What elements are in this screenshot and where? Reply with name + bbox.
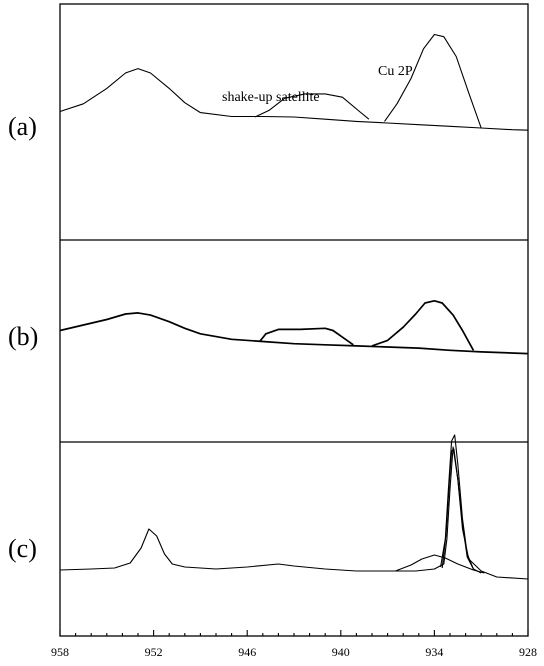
chart-marks: (a) (b) (c) shake-up satellite Cu 2P 958 952 94… bbox=[8, 33, 537, 659]
panel-label-a: (a) bbox=[8, 112, 37, 141]
panel-b-curve-1 bbox=[59, 312, 529, 355]
x-tick-label-952: 952 bbox=[145, 645, 163, 659]
panel-c-curve-2 bbox=[395, 554, 485, 574]
panel-b-curve-3 bbox=[371, 299, 475, 351]
x-tick-label-934: 934 bbox=[425, 645, 443, 659]
panel-label-c: (c) bbox=[8, 534, 37, 563]
x-tick-label-940: 940 bbox=[332, 645, 350, 659]
panel-a-curve-1 bbox=[59, 68, 529, 131]
x-tick-label-946: 946 bbox=[238, 645, 256, 659]
annotation-shake-up-satellite: shake-up satellite bbox=[222, 90, 320, 105]
panel-c-curve-4 bbox=[441, 448, 474, 570]
x-tick-label-958: 958 bbox=[51, 645, 69, 659]
panel-a-curve-3 bbox=[384, 33, 482, 129]
panel-a-curve-2 bbox=[254, 93, 370, 120]
annotation-cu-2p: Cu 2P bbox=[378, 64, 413, 79]
panel-b-curve-2 bbox=[259, 327, 354, 346]
x-tick-label-928: 928 bbox=[519, 645, 537, 659]
panel-label-b: (b) bbox=[8, 322, 38, 351]
